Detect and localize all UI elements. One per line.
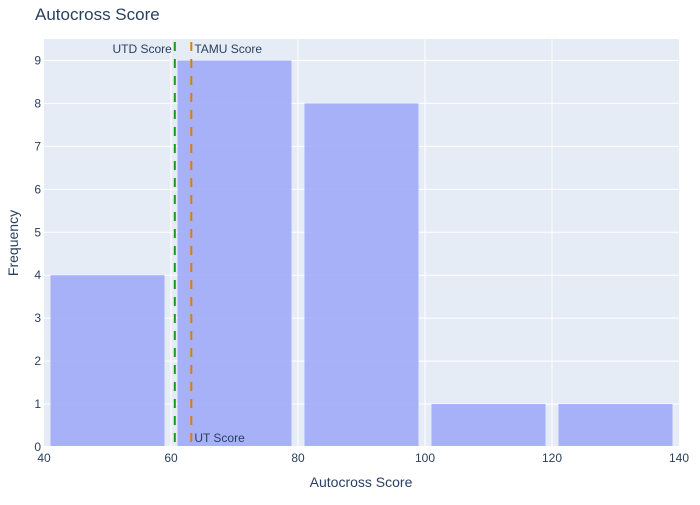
x-tick-label: 60	[164, 451, 178, 465]
reference-line-label: TAMU Score	[194, 42, 262, 56]
histogram-bar	[558, 404, 673, 447]
x-tick-label: 80	[291, 451, 305, 465]
y-tick-label: 6	[34, 182, 41, 196]
y-tick-label: 2	[34, 354, 41, 368]
y-tick-label: 1	[34, 397, 41, 411]
x-axis-title: Autocross Score	[310, 474, 413, 490]
reference-line-label: UTD Score	[112, 42, 172, 56]
x-tick-label: 40	[37, 451, 51, 465]
histogram-bar	[177, 60, 292, 447]
plot-area: 0 1 2 3 4 5 6 7 8 9 40 60 80 100 120 140 UTD Score TAMU S…	[34, 39, 689, 465]
histogram-bar	[304, 103, 419, 447]
x-tick-label: 140	[669, 451, 689, 465]
y-axis-title: Frequency	[5, 210, 21, 276]
y-tick-label: 9	[34, 53, 41, 67]
x-tick-label: 100	[415, 451, 435, 465]
chart-title: Autocross Score	[35, 5, 160, 24]
y-tick-label: 4	[34, 268, 41, 282]
x-tick-label: 120	[542, 451, 562, 465]
y-tick-label: 3	[34, 311, 41, 325]
y-tick-label: 7	[34, 139, 41, 153]
histogram-bar	[431, 404, 546, 447]
y-tick-label: 8	[34, 96, 41, 110]
y-tick-label: 5	[34, 225, 41, 239]
histogram-bar	[50, 275, 165, 447]
y-tick-label: 0	[34, 440, 41, 454]
reference-line-label: UT Score	[194, 431, 245, 445]
